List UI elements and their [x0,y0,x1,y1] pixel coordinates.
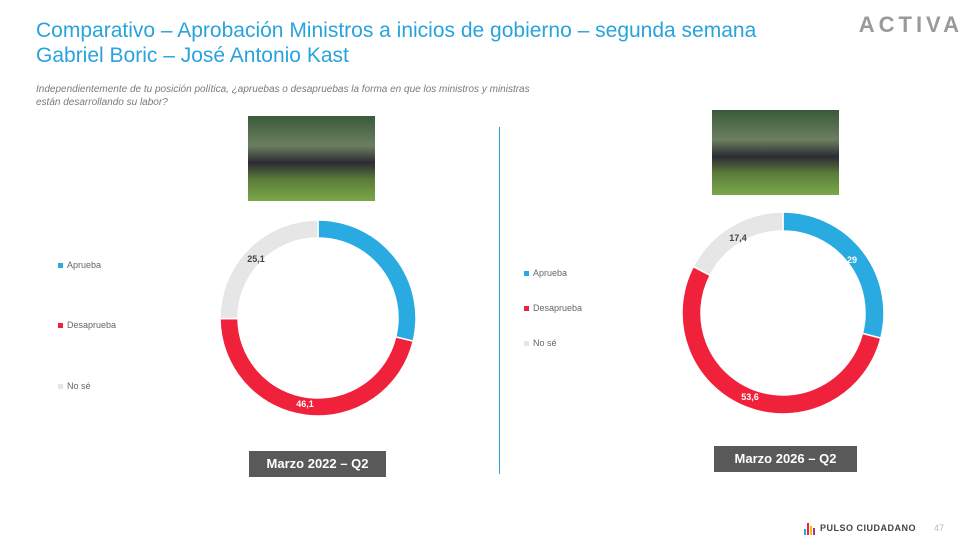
cabinet-photo-2022 [248,116,375,201]
legend-label: Aprueba [67,260,102,270]
value-nose-left: 25,1 [247,254,265,264]
swatch [524,341,529,347]
value-nose-right: 17,4 [729,233,747,243]
question-text: Independientemente de tu posición políti… [36,84,530,108]
value-desaprueba-right: 53,6 [741,392,759,402]
legend-label: Aprueba [533,268,568,278]
legend-label: Desaprueba [67,320,117,330]
legend-nose-right: No sé [524,338,557,348]
legend-desaprueba-right: Desaprueba [524,303,582,313]
donut-slice-desaprueba-left [219,317,415,417]
pulso-ciudadano-icon [804,522,815,540]
donut-slice-desaprueba-right [681,265,882,415]
page-title: Comparativo – Aprobación Ministros a ini… [36,18,756,68]
title-line-2: Gabriel Boric – José Antonio Kast [36,44,349,67]
donut-slice-nose-left [219,219,319,320]
legend-label: No sé [533,338,557,348]
title-line-1: Comparativo – Aprobación Ministros a ini… [36,19,757,42]
donut-slice-aprueba-left [317,219,417,343]
footer-brand: PULSO CIUDADANO [820,523,917,533]
period-label-left: Marzo 2022 – Q2 [249,451,386,477]
legend-aprueba-left: Aprueba [58,260,101,270]
donut-slice-aprueba-right [782,211,885,340]
legend-aprueba-right: Aprueba [524,268,567,278]
value-aprueba-right: 29 [846,255,858,265]
cabinet-photo-2026 [712,110,839,195]
swatch [58,323,63,329]
legend-label: No sé [67,381,91,391]
swatch [524,306,529,312]
swatch [58,384,63,390]
legend-label: Desaprueba [533,303,583,313]
swatch [58,263,63,269]
legend-nose-left: No sé [58,381,91,391]
donut-slice-nose-right [692,211,784,277]
activa-logo: ACTIVA [858,12,963,37]
page-number: 47 [934,523,945,533]
swatch [524,271,529,277]
value-aprueba-left: 28,8 [372,291,390,301]
value-desaprueba-left: 46,1 [296,399,314,409]
legend-desaprueba-left: Desaprueba [58,320,116,330]
divider [499,127,500,474]
period-label-right: Marzo 2026 – Q2 [714,446,857,472]
